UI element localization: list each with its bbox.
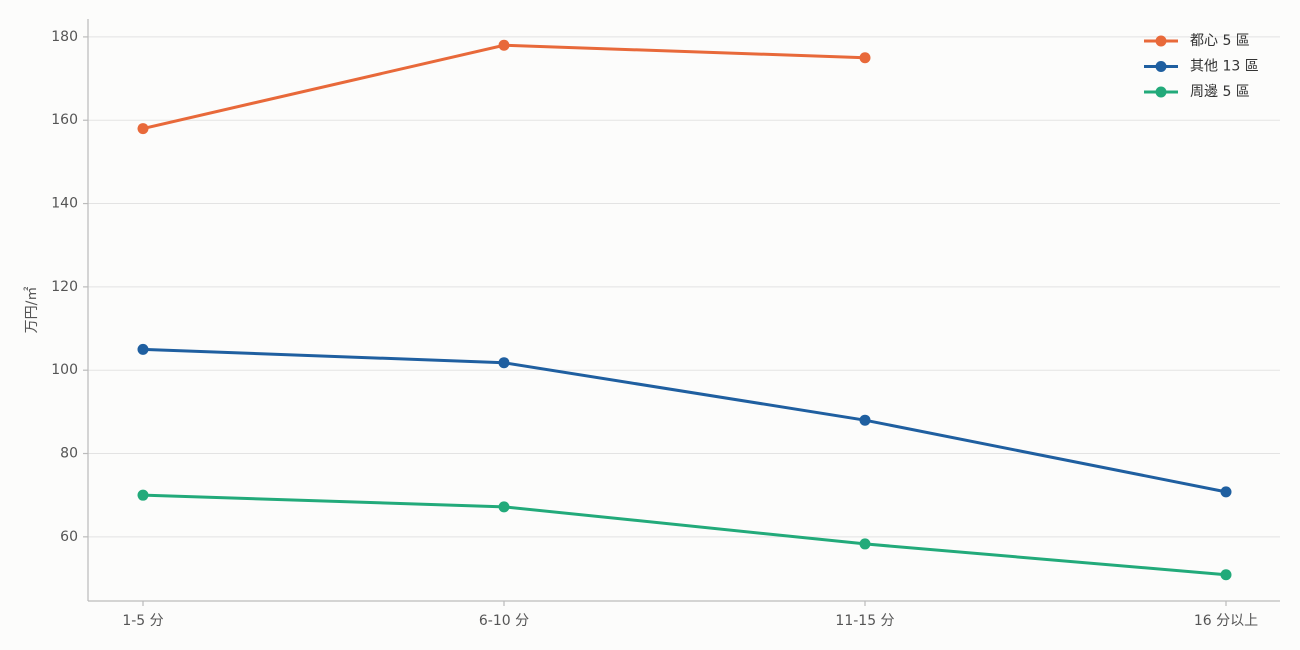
data-point <box>137 343 149 355</box>
data-point <box>498 501 510 513</box>
y-tick-label: 60 <box>60 529 78 545</box>
x-tick-label: 16 分以上 <box>1194 613 1258 629</box>
data-point <box>498 357 510 369</box>
data-point <box>859 414 871 426</box>
y-tick-label: 100 <box>51 362 78 378</box>
series-line <box>142 493 1227 577</box>
data-point <box>137 123 149 135</box>
data-point <box>1220 569 1232 581</box>
y-tick-label: 180 <box>51 29 78 45</box>
y-axis-label: 万円/㎡ <box>24 287 40 334</box>
series-line <box>142 347 1227 494</box>
data-point <box>498 39 510 51</box>
legend-marker <box>1155 35 1167 47</box>
x-tick-label: 11-15 分 <box>835 613 894 629</box>
legend-label: 周邊 5 區 <box>1190 84 1250 100</box>
data-point <box>1220 486 1232 498</box>
legend-label: 其他 13 區 <box>1190 59 1259 75</box>
data-point <box>859 52 871 64</box>
data-point <box>859 538 871 550</box>
x-tick-label: 1-5 分 <box>122 613 163 629</box>
y-tick-label: 120 <box>51 279 78 295</box>
data-point <box>137 489 149 501</box>
legend-marker <box>1155 61 1167 72</box>
y-tick-label: 80 <box>60 446 78 462</box>
y-tick-label: 140 <box>51 196 78 212</box>
legend-marker <box>1155 86 1167 98</box>
legend-label: 都心 5 區 <box>1190 33 1250 49</box>
y-tick-label: 160 <box>51 112 78 128</box>
x-tick-label: 6-10 分 <box>479 613 529 629</box>
